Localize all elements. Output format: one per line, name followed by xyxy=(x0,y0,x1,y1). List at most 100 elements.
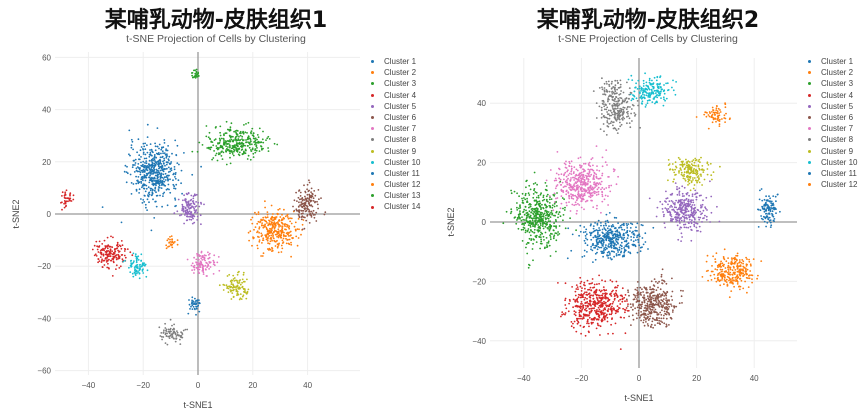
cluster-points xyxy=(191,120,279,166)
legend-item[interactable]: Cluster 8 xyxy=(369,134,420,145)
chart-subtitle: t-SNE Projection of Cells by Clustering xyxy=(126,33,306,45)
cluster-points xyxy=(566,212,655,263)
legend-item[interactable]: Cluster 12 xyxy=(369,179,420,190)
cluster-points xyxy=(667,156,721,192)
legend-item[interactable]: Cluster 2 xyxy=(806,67,857,78)
legend-item[interactable]: Cluster 14 xyxy=(369,201,420,212)
legend-item[interactable]: Cluster 5 xyxy=(369,101,420,112)
legend-label: Cluster 2 xyxy=(384,68,417,78)
legend-label: Cluster 2 xyxy=(821,68,854,78)
legend-item[interactable]: Cluster 11 xyxy=(806,168,857,179)
legend-label: Cluster 10 xyxy=(821,157,858,167)
legend-item[interactable]: Cluster 7 xyxy=(369,123,420,134)
legend-item[interactable]: Cluster 4 xyxy=(369,90,420,101)
legend-marker-icon xyxy=(371,160,374,164)
legend-marker-icon xyxy=(808,183,811,187)
legend-item[interactable]: Cluster 9 xyxy=(369,146,420,157)
legend-marker-icon xyxy=(371,171,374,175)
legend-label: Cluster 4 xyxy=(384,90,417,100)
legend-item[interactable]: Cluster 10 xyxy=(806,157,857,168)
legend-label: Cluster 1 xyxy=(384,57,417,66)
legend-label: Cluster 4 xyxy=(821,90,854,100)
legend-item[interactable]: Cluster 12 xyxy=(806,179,857,190)
legend-label: Cluster 9 xyxy=(821,146,854,156)
chart-panel-1: 某哺乳动物-皮肤组织1 t-SNE Projection of Cells by… xyxy=(11,8,420,410)
legend-label: Cluster 13 xyxy=(384,191,421,201)
legend-marker-icon xyxy=(371,93,374,97)
legend-item[interactable]: Cluster 1 xyxy=(806,56,857,67)
legend: Cluster 1 Cluster 2 Cluster 3 Cluster 4 Clus… xyxy=(369,56,420,213)
legend-marker-icon xyxy=(371,116,374,120)
legend-item[interactable]: Cluster 7 xyxy=(806,123,857,134)
cluster-points xyxy=(545,145,619,215)
legend-item[interactable]: Cluster 11 xyxy=(369,168,420,179)
legend-item[interactable]: Cluster 3 xyxy=(369,78,420,89)
legend-marker-icon xyxy=(371,205,374,209)
x-axis-label: t-SNE1 xyxy=(624,393,653,403)
y-tick-label: −60 xyxy=(37,367,51,376)
y-tick-label: 0 xyxy=(47,210,52,219)
cluster-points xyxy=(757,188,781,229)
legend-label: Cluster 12 xyxy=(384,180,421,190)
legend-label: Cluster 5 xyxy=(821,101,854,111)
legend-label: Cluster 8 xyxy=(821,135,854,145)
legend-item[interactable]: Cluster 8 xyxy=(806,134,857,145)
cluster-points xyxy=(186,250,221,277)
x-axis-label: t-SNE1 xyxy=(183,400,212,410)
y-tick-label: 60 xyxy=(42,53,51,62)
legend-marker-icon xyxy=(808,116,811,120)
y-tick-label: −40 xyxy=(472,337,486,346)
legend-label: Cluster 5 xyxy=(384,101,417,111)
legend-label: Cluster 14 xyxy=(384,202,421,212)
legend-marker-icon xyxy=(371,60,374,64)
legend-marker-icon xyxy=(808,93,811,97)
legend-marker-icon xyxy=(808,160,811,164)
chart-heading: 某哺乳动物-皮肤组织1 xyxy=(104,8,328,33)
y-axis-label: t-SNE2 xyxy=(446,207,456,236)
cluster-points xyxy=(625,268,684,329)
cluster-points xyxy=(190,68,200,79)
legend-marker-icon xyxy=(371,127,374,131)
cluster-points xyxy=(60,189,75,211)
legend-item[interactable]: Cluster 10 xyxy=(369,157,420,168)
legend-item[interactable]: Cluster 6 xyxy=(369,112,420,123)
y-tick-label: −20 xyxy=(37,262,51,271)
cluster-points xyxy=(648,180,721,243)
legend-label: Cluster 3 xyxy=(384,79,417,89)
x-tick-label: 20 xyxy=(248,381,257,390)
legend-item[interactable]: Cluster 5 xyxy=(806,101,857,112)
chart-subtitle: t-SNE Projection of Cells by Clustering xyxy=(558,33,738,45)
legend-item[interactable]: Cluster 13 xyxy=(369,190,420,201)
legend-item[interactable]: Cluster 1 xyxy=(369,56,420,67)
legend-item[interactable]: Cluster 4 xyxy=(806,90,857,101)
scatter-plot: −40 −20 0 20 40 60 40 20 0 −20 −40 −60 t-SNE1 t-SNE2 xyxy=(11,52,360,410)
x-tick-label: −20 xyxy=(575,374,589,383)
legend-label: Cluster 9 xyxy=(384,146,417,156)
legend-label: Cluster 1 xyxy=(821,57,854,66)
legend-marker-icon xyxy=(808,149,811,153)
chart-heading: 某哺乳动物-皮肤组织2 xyxy=(536,8,760,33)
legend-label: Cluster 7 xyxy=(821,124,854,134)
cluster-points xyxy=(627,72,677,108)
y-tick-label: 0 xyxy=(482,218,487,227)
y-axis-label: t-SNE2 xyxy=(11,199,21,228)
chart-panel-2: 某哺乳动物-皮肤组织2 t-SNE Projection of Cells by… xyxy=(432,0,864,410)
legend-label: Cluster 6 xyxy=(384,112,417,122)
cluster-points xyxy=(557,274,639,350)
legend-label: Cluster 11 xyxy=(821,168,857,178)
legend-marker-icon xyxy=(808,127,811,131)
legend-item[interactable]: Cluster 9 xyxy=(806,146,857,157)
y-tick-label: −20 xyxy=(472,277,486,286)
legend-item[interactable]: Cluster 2 xyxy=(369,67,420,78)
cluster-points xyxy=(592,77,641,136)
legend-item[interactable]: Cluster 6 xyxy=(806,112,857,123)
legend-marker-icon xyxy=(808,104,811,108)
legend-marker-icon xyxy=(371,194,374,198)
cluster-points xyxy=(187,296,201,316)
legend-item[interactable]: Cluster 3 xyxy=(806,78,857,89)
legend-marker-icon xyxy=(371,71,374,75)
legend-marker-icon xyxy=(808,82,811,86)
x-tick-label: −20 xyxy=(136,381,150,390)
legend-marker-icon xyxy=(371,104,374,108)
legend-label: Cluster 8 xyxy=(384,135,417,145)
